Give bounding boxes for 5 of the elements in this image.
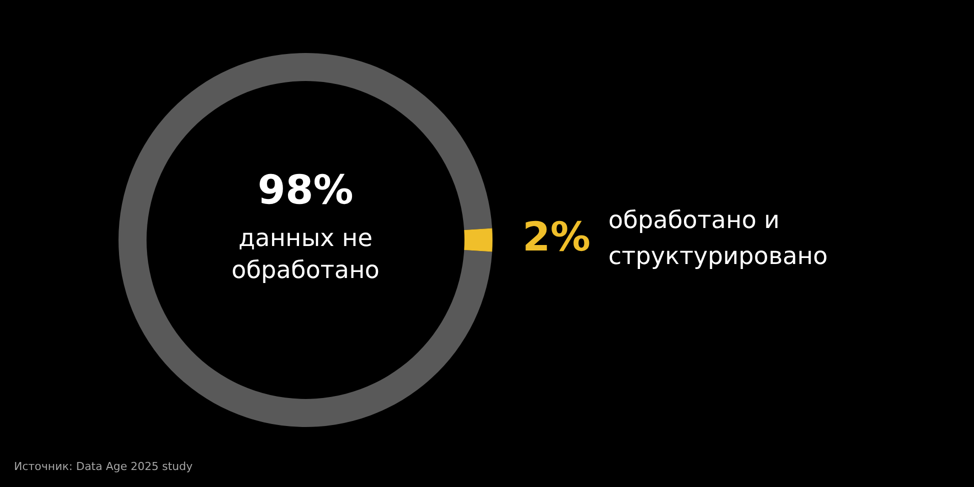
slice-label: данных не обработано <box>232 224 380 284</box>
data-label: 2% <box>522 214 590 260</box>
text: Источник: Data Age 2025 study <box>14 460 194 473</box>
slice-label: обработано и структурировано <box>608 206 828 270</box>
data-label: 98% <box>258 167 354 214</box>
